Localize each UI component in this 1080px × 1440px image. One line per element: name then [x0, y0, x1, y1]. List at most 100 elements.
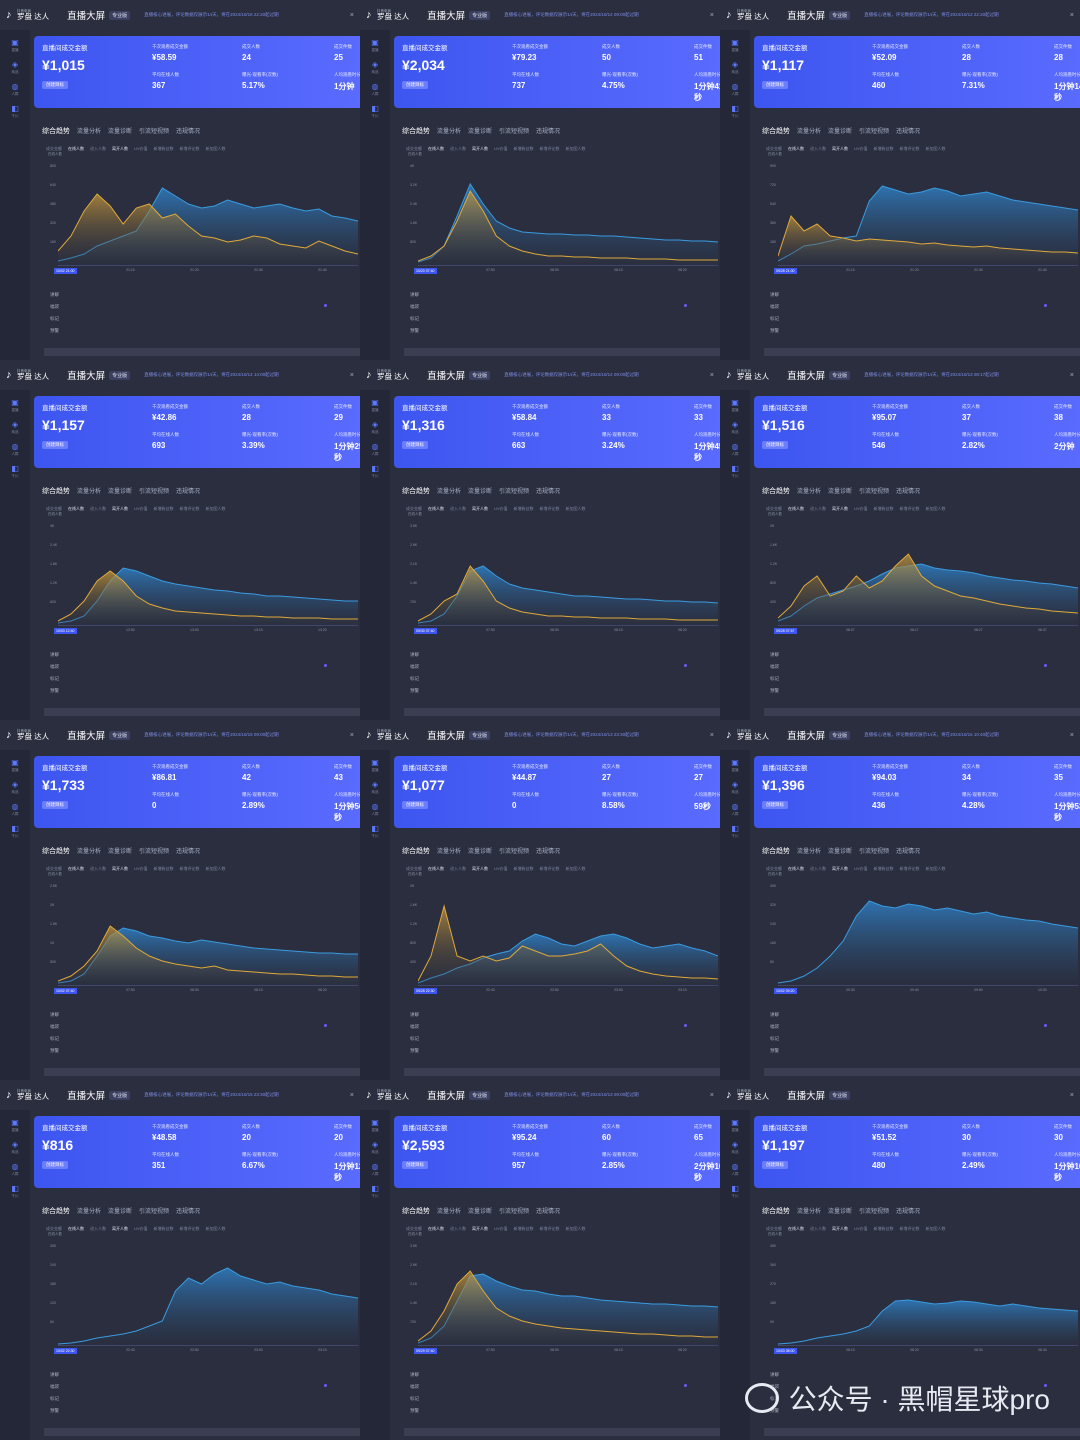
- create-target-button[interactable]: 创建目标: [762, 441, 788, 449]
- legend-item[interactable]: 在线人数: [428, 506, 444, 511]
- sidebar-item[interactable]: ◧ 千川: [6, 824, 24, 838]
- sidebar-item[interactable]: ▣ 直播: [6, 1118, 24, 1132]
- tab-1[interactable]: 流量分析: [77, 489, 102, 495]
- legend-item[interactable]: 离开人数: [472, 1226, 488, 1231]
- legend-item[interactable]: UV价值: [854, 506, 868, 511]
- sidebar-item[interactable]: ◈ 商品: [726, 780, 744, 794]
- tab-1[interactable]: 流量分析: [437, 849, 462, 855]
- legend-item[interactable]: 进入人数: [450, 1226, 466, 1231]
- tab-3[interactable]: 引流短视频: [139, 129, 170, 135]
- sidebar-item[interactable]: ◈ 商品: [366, 60, 384, 74]
- legend-item[interactable]: 离开人数: [112, 146, 128, 151]
- version-badge[interactable]: 专业版: [109, 370, 131, 380]
- tab-2[interactable]: 流量诊断: [828, 1209, 853, 1215]
- app-logo[interactable]: ♪ 抖音电商 罗盘 达人: [726, 369, 769, 381]
- legend-item[interactable]: 离开人数: [112, 866, 128, 871]
- sidebar-item[interactable]: ◧ 千川: [6, 464, 24, 478]
- event-marker[interactable]: [1044, 1024, 1047, 1027]
- legend-item[interactable]: 在线人数: [788, 506, 804, 511]
- legend-item[interactable]: 新增粉丝数: [153, 146, 174, 151]
- close-icon[interactable]: ×: [1069, 11, 1074, 19]
- app-logo[interactable]: ♪ 抖音电商 罗盘 达人: [366, 1089, 409, 1101]
- legend-item[interactable]: 新加团人数: [925, 506, 946, 511]
- legend-item[interactable]: 新加团人数: [925, 146, 946, 151]
- app-logo[interactable]: ♪ 抖音电商 罗盘 达人: [726, 729, 769, 741]
- tab-2[interactable]: 流量诊断: [468, 489, 493, 495]
- legend-item[interactable]: UV价值: [494, 866, 508, 871]
- close-icon[interactable]: ×: [349, 731, 354, 739]
- tab-3[interactable]: 引流短视频: [859, 1209, 890, 1215]
- legend-item[interactable]: 新加团人数: [925, 1226, 946, 1231]
- event-marker[interactable]: [684, 304, 687, 307]
- legend-item[interactable]: 离开人数: [112, 1226, 128, 1231]
- timeline-scrollbar[interactable]: [44, 708, 360, 716]
- legend-item[interactable]: 新增粉丝数: [513, 146, 534, 151]
- sidebar-item[interactable]: ◧ 千川: [726, 824, 744, 838]
- legend-item[interactable]: 新加团人数: [565, 146, 586, 151]
- sidebar-item[interactable]: ◍ 人群: [366, 82, 384, 96]
- tab-3[interactable]: 引流短视频: [859, 129, 890, 135]
- create-target-button[interactable]: 创建目标: [402, 441, 428, 449]
- legend-item[interactable]: 在线人数: [68, 866, 84, 871]
- legend-item[interactable]: 成交金额: [766, 506, 782, 511]
- create-target-button[interactable]: 创建目标: [42, 81, 68, 89]
- legend-item[interactable]: 新增评论数: [179, 506, 200, 511]
- tab-3[interactable]: 引流短视频: [139, 1209, 170, 1215]
- sidebar-item[interactable]: ◧ 千川: [726, 104, 744, 118]
- legend-item[interactable]: 新加团人数: [925, 866, 946, 871]
- sidebar-item[interactable]: ◧ 千川: [366, 1184, 384, 1198]
- sidebar-item[interactable]: ▣ 直播: [726, 38, 744, 52]
- legend-item[interactable]: 进入人数: [450, 506, 466, 511]
- legend-item[interactable]: 成交金额: [46, 146, 62, 151]
- sidebar-item[interactable]: ◈ 商品: [6, 60, 24, 74]
- legend-item[interactable]: 新增粉丝数: [873, 146, 894, 151]
- legend-item[interactable]: 离开人数: [832, 146, 848, 151]
- tab-4[interactable]: 违规情况: [536, 489, 561, 495]
- tab-0[interactable]: 综合趋势: [402, 1208, 430, 1215]
- legend-item[interactable]: 新增评论数: [179, 1226, 200, 1231]
- legend-item[interactable]: 新增粉丝数: [513, 506, 534, 511]
- tab-2[interactable]: 流量诊断: [468, 849, 493, 855]
- close-icon[interactable]: ×: [1069, 1091, 1074, 1099]
- legend-item[interactable]: UV价值: [134, 866, 148, 871]
- tab-3[interactable]: 引流短视频: [499, 129, 530, 135]
- sidebar-item[interactable]: ▣ 直播: [6, 38, 24, 52]
- tab-2[interactable]: 流量诊断: [828, 489, 853, 495]
- legend-item[interactable]: 新增评论数: [899, 866, 920, 871]
- legend-item[interactable]: 新增评论数: [899, 146, 920, 151]
- legend-item[interactable]: 在线人数: [68, 1226, 84, 1231]
- sidebar-item[interactable]: ▣ 直播: [366, 758, 384, 772]
- sidebar-item[interactable]: ◈ 商品: [726, 60, 744, 74]
- tab-1[interactable]: 流量分析: [797, 849, 822, 855]
- version-badge[interactable]: 专业版: [829, 10, 851, 20]
- tab-1[interactable]: 流量分析: [437, 1209, 462, 1215]
- sidebar-item[interactable]: ◍ 人群: [726, 802, 744, 816]
- timeline-scrollbar[interactable]: [44, 348, 360, 356]
- sidebar-item[interactable]: ◧ 千川: [726, 1184, 744, 1198]
- timeline-scrollbar[interactable]: [404, 348, 720, 356]
- legend-item[interactable]: 离开人数: [832, 866, 848, 871]
- legend-item[interactable]: 进入人数: [90, 506, 106, 511]
- tab-1[interactable]: 流量分析: [77, 1209, 102, 1215]
- tab-1[interactable]: 流量分析: [437, 489, 462, 495]
- legend-item[interactable]: UV价值: [494, 506, 508, 511]
- timeline-scrollbar[interactable]: [44, 1068, 360, 1076]
- close-icon[interactable]: ×: [709, 731, 714, 739]
- legend-item[interactable]: 新增粉丝数: [513, 1226, 534, 1231]
- legend-item[interactable]: 新加团人数: [565, 1226, 586, 1231]
- legend-item[interactable]: 在线人数: [428, 866, 444, 871]
- sidebar-item[interactable]: ◍ 人群: [366, 442, 384, 456]
- version-badge[interactable]: 专业版: [469, 1090, 491, 1100]
- sidebar-item[interactable]: ▣ 直播: [366, 1118, 384, 1132]
- sidebar-item[interactable]: ◧ 千川: [6, 104, 24, 118]
- legend-item[interactable]: 成交金额: [46, 1226, 62, 1231]
- legend-item[interactable]: 成交金额: [766, 866, 782, 871]
- legend-item[interactable]: 离开人数: [472, 146, 488, 151]
- legend-item[interactable]: 成交金额: [406, 506, 422, 511]
- tab-4[interactable]: 违规情况: [176, 489, 201, 495]
- legend-item[interactable]: 新加团人数: [565, 506, 586, 511]
- sidebar-item[interactable]: ◍ 人群: [6, 802, 24, 816]
- close-icon[interactable]: ×: [349, 11, 354, 19]
- legend-item[interactable]: 离开人数: [832, 1226, 848, 1231]
- app-logo[interactable]: ♪ 抖音电商 罗盘 达人: [726, 1089, 769, 1101]
